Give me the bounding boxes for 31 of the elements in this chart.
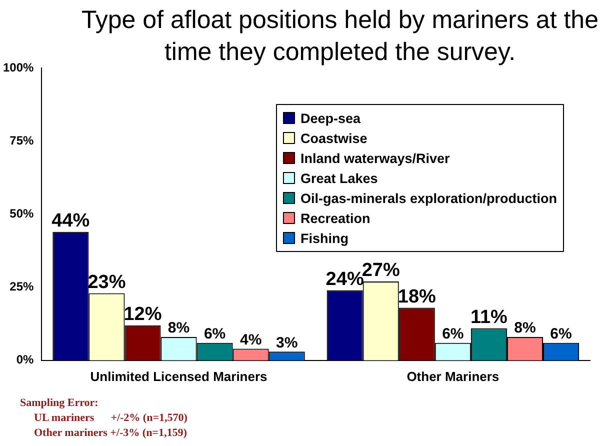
y-tick-label: 25% bbox=[10, 280, 34, 294]
text: UL mariners +/-2% (n=1,570) bbox=[33, 411, 188, 426]
text: Other mariners +/-3% (n=1,159) bbox=[33, 426, 188, 441]
data-label: 18% bbox=[398, 286, 436, 308]
chart-title: Type of afloat positions held by mariners at the time they completed the survey. bbox=[80, 5, 600, 68]
y-tick-label: 100% bbox=[2, 60, 34, 75]
legend-label: Fishing bbox=[300, 230, 348, 246]
text: Sampling Error: bbox=[20, 396, 100, 411]
data-label: 6% bbox=[550, 326, 572, 343]
y-tick-label: 75% bbox=[10, 134, 34, 148]
legend-label: Recreation bbox=[300, 210, 370, 226]
data-label: 8% bbox=[514, 320, 536, 337]
legend-label: Inland waterways/River bbox=[300, 150, 450, 166]
data-label: 44% bbox=[52, 210, 90, 232]
data-label: 6% bbox=[204, 326, 226, 343]
data-label: 23% bbox=[88, 272, 126, 293]
data-label: 12% bbox=[124, 304, 162, 326]
y-tick-label: 50% bbox=[10, 206, 34, 221]
y-tick-label: 0% bbox=[16, 352, 34, 367]
x-tick-label: Unlimited Licensed Mariners bbox=[90, 368, 268, 384]
data-label: 8% bbox=[168, 320, 190, 337]
legend-label: Deep-sea bbox=[300, 110, 360, 126]
legend-label: Coastwise bbox=[300, 130, 368, 146]
data-label: 3% bbox=[276, 334, 298, 352]
legend-label: Great Lakes bbox=[300, 170, 378, 186]
data-label: 6% bbox=[442, 326, 464, 343]
data-label: 24% bbox=[326, 269, 364, 290]
data-label: 4% bbox=[240, 331, 262, 348]
x-tick-label: Other Mariners bbox=[406, 368, 500, 384]
data-label: 11% bbox=[470, 306, 508, 328]
legend-label: Oil-gas-minerals exploration/production bbox=[300, 190, 557, 206]
